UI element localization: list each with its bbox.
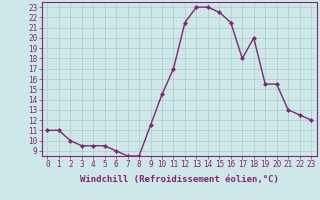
X-axis label: Windchill (Refroidissement éolien,°C): Windchill (Refroidissement éolien,°C) [80, 175, 279, 184]
